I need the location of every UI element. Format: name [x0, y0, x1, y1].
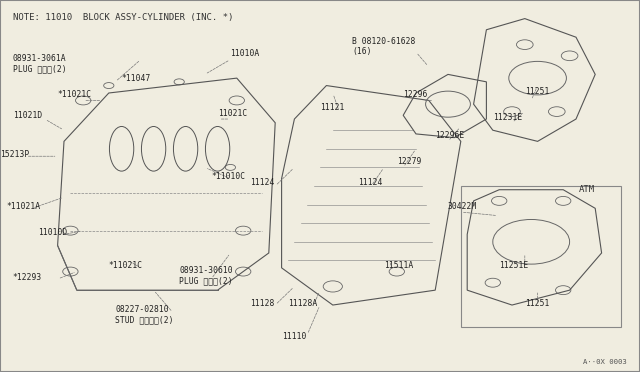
Text: *11021C: *11021C: [109, 262, 143, 270]
Text: 11124: 11124: [250, 178, 274, 187]
Text: A··0X 0003: A··0X 0003: [584, 359, 627, 365]
Text: 11010A: 11010A: [230, 49, 260, 58]
Text: 12279: 12279: [397, 157, 421, 166]
Text: 11128: 11128: [250, 299, 274, 308]
Text: 08931-30610
PLUG プラグ(2): 08931-30610 PLUG プラグ(2): [179, 266, 233, 285]
Text: *11047: *11047: [122, 74, 151, 83]
Text: B 08120-61628
(16): B 08120-61628 (16): [352, 37, 415, 56]
Text: 11251: 11251: [525, 87, 549, 96]
Text: 11021D: 11021D: [13, 111, 42, 120]
Text: 11251: 11251: [525, 299, 549, 308]
Text: 15213P: 15213P: [0, 150, 29, 159]
Text: ATM: ATM: [579, 185, 595, 193]
Text: 12296E: 12296E: [435, 131, 465, 140]
Text: *11021A: *11021A: [6, 202, 40, 211]
Text: 11128A: 11128A: [288, 299, 317, 308]
Text: 11251E: 11251E: [499, 262, 529, 270]
Text: 11110: 11110: [282, 332, 306, 341]
Text: 11021C: 11021C: [218, 109, 247, 118]
Text: *11021C: *11021C: [58, 90, 92, 99]
Text: 11124: 11124: [358, 178, 383, 187]
Text: 11231E: 11231E: [493, 113, 522, 122]
Text: 08227-02810
STUD スタッド(2): 08227-02810 STUD スタッド(2): [115, 305, 173, 324]
Text: 11010D: 11010D: [38, 228, 68, 237]
Text: 30422M: 30422M: [448, 202, 477, 211]
Text: 11511A: 11511A: [384, 262, 413, 270]
Text: 08931-3061A
PLUG プラグ(2): 08931-3061A PLUG プラグ(2): [13, 54, 67, 73]
Text: 12296: 12296: [403, 90, 428, 99]
Text: NOTE: 11010  BLOCK ASSY-CYLINDER (INC. *): NOTE: 11010 BLOCK ASSY-CYLINDER (INC. *): [13, 13, 233, 22]
Bar: [461, 186, 621, 327]
Text: *11010C: *11010C: [211, 172, 245, 181]
Text: 11121: 11121: [320, 103, 344, 112]
Text: *12293: *12293: [13, 273, 42, 282]
